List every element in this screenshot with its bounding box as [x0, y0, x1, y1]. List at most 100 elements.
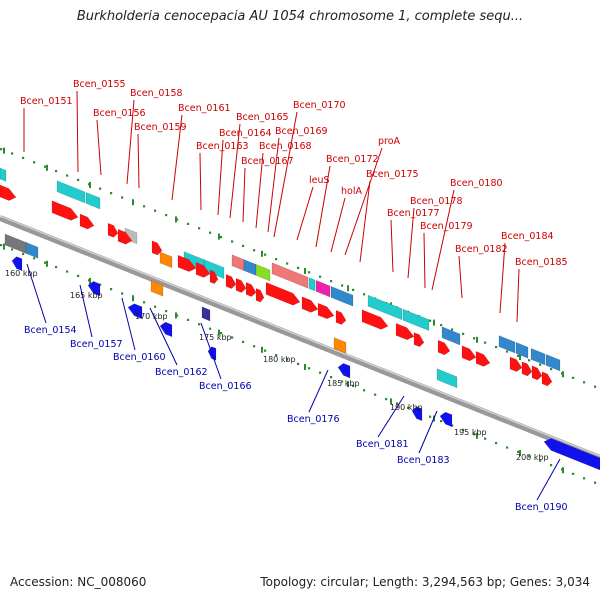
track-dot-top: [165, 214, 168, 217]
label-leader-top: [431, 189, 455, 291]
gene-label-bottom: Bcen_0190: [515, 502, 568, 513]
track-dot-bottom: [495, 442, 498, 445]
track-dot-bottom: [352, 384, 355, 387]
gene-box: [0, 167, 7, 182]
track-dot-top: [319, 275, 322, 278]
track-dot-bottom: [264, 349, 267, 352]
scale-tick-label: 170 kbp: [135, 312, 168, 321]
gene-label-top: Bcen_0177: [387, 208, 440, 219]
track-dot-top: [297, 266, 300, 269]
gene-label-top: Bcen_0167: [241, 156, 294, 167]
track-dot-top: [143, 205, 146, 208]
track-dot-bottom: [253, 345, 256, 348]
label-leader-top: [96, 119, 102, 176]
track-dot-bottom: [429, 415, 432, 418]
gene-box: [4, 233, 28, 255]
track-dot-bottom: [220, 332, 223, 335]
gene-arrow: [159, 321, 173, 338]
label-leader-top: [229, 123, 241, 219]
track-dot-top: [275, 258, 278, 261]
gene-arrow: [461, 345, 477, 362]
track-dot-bottom: [198, 323, 201, 326]
gene-label-top: Bcen_0180: [450, 178, 503, 189]
track-dot-bottom: [77, 274, 80, 277]
gene-arrow: [437, 339, 451, 356]
label-leaders: [23, 90, 561, 501]
gene-arrow: [79, 213, 95, 230]
track-dot-top: [440, 324, 443, 327]
gene-label-top: proA: [378, 136, 401, 147]
gene-box: [25, 242, 39, 259]
gene-arrow: [541, 371, 553, 387]
gene-arrow: [439, 411, 453, 428]
label-leader-top: [344, 147, 383, 256]
track-dot-bottom: [242, 340, 245, 343]
gene-label-top: Bcen_0175: [366, 169, 419, 180]
track-dot-top: [11, 152, 14, 155]
track-dot-top: [451, 328, 454, 331]
gene-label-bottom: Bcen_0166: [199, 381, 252, 392]
gene-arrow: [245, 282, 257, 297]
track-dot-bottom: [11, 248, 14, 251]
track-dot-top: [99, 187, 102, 190]
gene-arrow: [151, 240, 163, 256]
gene-label-bottom: Bcen_0162: [155, 367, 208, 378]
track-dot-top: [66, 174, 69, 177]
gene-label-top: Bcen_0179: [420, 221, 473, 232]
gene-label-top: Bcen_0158: [130, 88, 183, 99]
gene-box: [330, 286, 354, 307]
track-dot-top: [209, 231, 212, 234]
label-leader-top: [330, 197, 346, 253]
scale-tick-label: 185 kbp: [327, 379, 360, 388]
track-dot-bottom: [385, 398, 388, 401]
gene-label-top: Bcen_0161: [178, 103, 231, 114]
gene-arrow: [117, 228, 133, 245]
gene-box: [201, 306, 211, 322]
track-dot-top: [253, 249, 256, 252]
label-leader-top: [217, 139, 224, 216]
track-dot-top: [0, 148, 3, 151]
track-dot-bottom: [374, 393, 377, 396]
gene-label-top: Bcen_0182: [455, 244, 508, 255]
label-leader-top: [315, 165, 331, 248]
track-dot-top: [220, 236, 223, 239]
label-leader-top: [267, 137, 280, 233]
track-dot-top: [286, 262, 289, 265]
gene-box: [498, 335, 516, 354]
label-leader-bottom: [418, 410, 438, 454]
gene-box: [436, 368, 458, 389]
scale-tick-label: 200 kbp: [516, 453, 549, 462]
gene-label-top: Bcen_0165: [236, 112, 289, 123]
label-leader-top: [255, 152, 264, 229]
gene-box: [85, 192, 101, 210]
track-dot-bottom: [231, 336, 234, 339]
scale-tick-label: 175 kbp: [199, 333, 232, 342]
gene-arrow: [265, 282, 301, 306]
track-dot-top: [473, 337, 476, 340]
track-dot-top: [583, 381, 586, 384]
label-leader-top: [137, 133, 140, 189]
label-leader-top: [423, 232, 426, 289]
gene-label-top: Bcen_0170: [293, 100, 346, 111]
track-dot-bottom: [33, 257, 36, 260]
gene-arrow: [361, 309, 389, 330]
gene-arrow: [195, 262, 211, 278]
track-dot-top: [22, 156, 25, 159]
label-leader-bottom: [149, 307, 178, 366]
gene-arrow: [235, 278, 247, 293]
gene-box: [333, 337, 347, 354]
gene-arrow: [521, 361, 533, 377]
gene-label-top: Bcen_0164: [219, 128, 272, 139]
track-dot-top: [55, 170, 58, 173]
accession-text: Accession: NC_008060: [10, 575, 147, 589]
label-leader-top: [76, 90, 79, 173]
track-dot-bottom: [506, 446, 509, 449]
genome-stats-text: Topology: circular; Length: 3,294,563 bp…: [260, 575, 590, 589]
label-leader-bottom: [79, 284, 93, 338]
label-leader-bottom: [26, 263, 47, 324]
gene-box: [530, 348, 546, 366]
track-dot-top: [352, 288, 355, 291]
label-leader-top: [171, 114, 183, 201]
track-dot-top: [44, 165, 47, 168]
